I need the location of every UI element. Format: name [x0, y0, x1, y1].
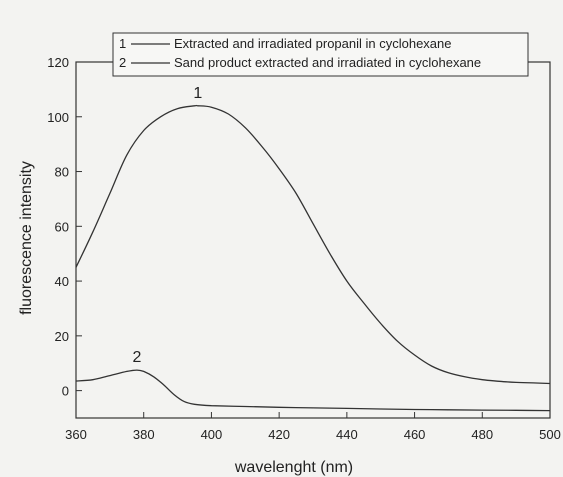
legend-label-1: Extracted and irradiated propanil in cyc… [174, 36, 452, 51]
legend: 1 Extracted and irradiated propanil in c… [112, 32, 529, 77]
x-tick-label: 420 [268, 427, 290, 442]
x-tick-label: 460 [404, 427, 426, 442]
series-line-2 [75, 369, 551, 412]
y-axis-ticks: 0 20 40 60 80 100 120 [47, 55, 82, 399]
plot-frame [75, 61, 551, 419]
legend-label-2: Sand product extracted and irradiated in… [174, 55, 481, 70]
x-tick-label: 440 [336, 427, 358, 442]
y-tick-label: 20 [55, 329, 69, 344]
x-tick-label: 480 [471, 427, 493, 442]
y-tick-label: 60 [55, 219, 69, 234]
curve-label-1: 1 [193, 85, 202, 102]
y-tick-label: 120 [47, 55, 69, 70]
series-line-1 [75, 104, 551, 385]
x-axis-ticks: 360 380 400 420 440 460 480 500 [65, 412, 561, 442]
curve-label-2: 2 [132, 349, 141, 366]
x-tick-label: 500 [539, 427, 561, 442]
legend-id-2: 2 [119, 55, 126, 70]
y-tick-label: 0 [62, 384, 69, 399]
legend-id-1: 1 [119, 36, 126, 51]
series-lines [75, 104, 551, 412]
x-tick-label: 400 [201, 427, 223, 442]
curve-labels: 12 [132, 85, 202, 366]
y-axis-title: fluorescence intensity [18, 161, 35, 315]
y-tick-label: 100 [47, 110, 69, 125]
x-tick-label: 360 [65, 427, 87, 442]
legend-box [112, 32, 529, 77]
y-tick-label: 80 [55, 165, 69, 180]
x-tick-label: 380 [133, 427, 155, 442]
y-tick-label: 40 [55, 274, 69, 289]
x-axis-title: wavelenght (nm) [234, 459, 353, 476]
